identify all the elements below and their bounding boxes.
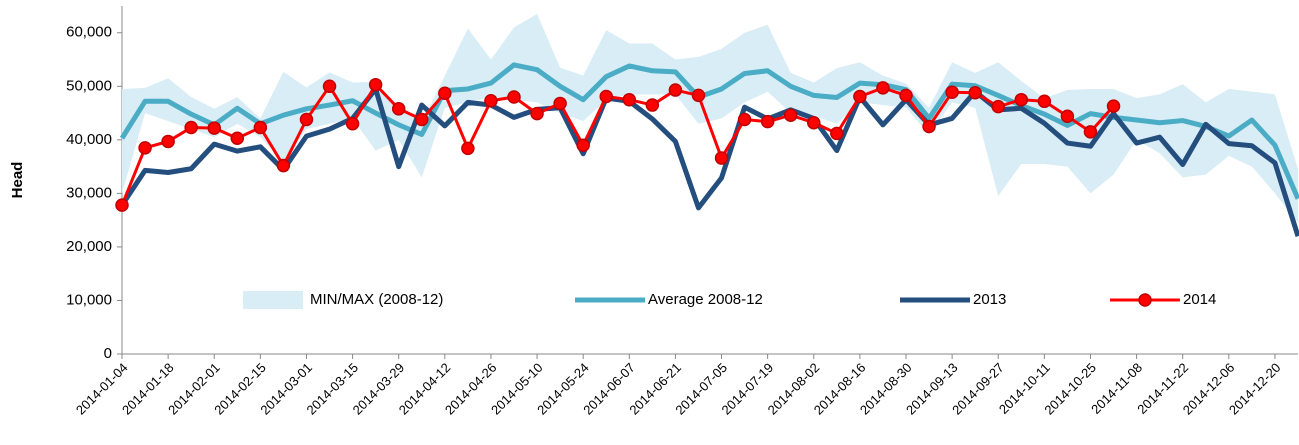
point-marker [415, 112, 429, 127]
legend-label: 2014 [1183, 291, 1216, 308]
y-tick-label: 40,000 [66, 131, 112, 148]
point-marker [645, 98, 660, 112]
point-marker [1106, 99, 1121, 113]
point-marker [576, 138, 590, 152]
point-marker [530, 106, 544, 121]
point-marker [899, 88, 913, 103]
point-marker [622, 92, 637, 107]
point-marker [599, 89, 613, 104]
point-marker [1014, 92, 1029, 107]
y-tick-label: 60,000 [66, 24, 112, 41]
point-marker [115, 198, 129, 212]
point-marker [391, 102, 406, 116]
y-tick-label: 10,000 [66, 291, 112, 308]
y-tick-label: 20,000 [66, 238, 112, 255]
point-marker [484, 94, 498, 108]
series-line [119, 62, 1299, 200]
point-marker [230, 131, 245, 145]
point-marker [368, 77, 383, 92]
point-marker [968, 85, 982, 100]
point-marker [322, 79, 337, 94]
point-marker [461, 141, 475, 156]
y-tick-label: 50,000 [66, 77, 112, 94]
point-marker [507, 90, 521, 104]
point-marker [737, 112, 752, 127]
point-marker [876, 81, 890, 95]
point-marker [345, 117, 360, 131]
legend-label: Average 2008-12 [648, 291, 763, 308]
point-marker [760, 114, 775, 129]
legend-swatch [243, 291, 303, 309]
y-tick-label: 0 [104, 345, 112, 362]
point-marker [991, 99, 1005, 114]
point-marker [138, 141, 152, 155]
point-marker [830, 126, 844, 141]
point-marker [853, 89, 867, 104]
point-marker [1083, 125, 1098, 139]
min-max-band [122, 14, 1298, 223]
legend-label: MIN/MAX (2008-12) [310, 291, 443, 308]
point-marker [691, 88, 706, 103]
point-marker [161, 134, 175, 149]
point-marker [553, 96, 567, 111]
point-marker [922, 119, 936, 134]
point-marker [253, 120, 268, 135]
point-marker [276, 158, 291, 173]
y-axis-title: Head [9, 162, 26, 199]
series-line [120, 83, 1115, 206]
series-line [119, 86, 1299, 237]
legend-marker [1138, 293, 1152, 307]
point-marker [714, 151, 729, 165]
point-marker [1060, 109, 1075, 124]
point-marker [945, 85, 959, 99]
point-marker [807, 115, 821, 130]
point-marker [668, 83, 683, 97]
point-marker [1037, 94, 1052, 109]
legend-label: 2013 [973, 291, 1006, 308]
point-marker [299, 112, 314, 127]
point-marker [184, 120, 198, 135]
point-marker [438, 86, 452, 101]
point-marker [783, 108, 798, 122]
y-tick-label: 30,000 [66, 184, 112, 201]
point-marker [207, 121, 221, 135]
